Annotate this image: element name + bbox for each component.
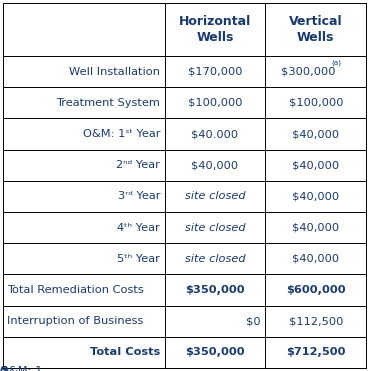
Text: 5: 5 <box>0 366 7 371</box>
Text: Vertical
Wells: Vertical Wells <box>289 15 342 44</box>
Text: Interruption of Business: Interruption of Business <box>7 316 144 326</box>
Text: $40,000: $40,000 <box>192 160 239 170</box>
Text: O&M: 1ˢᵗ Year: O&M: 1ˢᵗ Year <box>83 129 160 139</box>
Text: Horizontal
Wells: Horizontal Wells <box>179 15 251 44</box>
Text: $600,000: $600,000 <box>286 285 346 295</box>
Text: Treatment System: Treatment System <box>56 98 160 108</box>
Text: Total Remediation Costs: Total Remediation Costs <box>7 285 144 295</box>
Text: $40,000: $40,000 <box>292 191 339 201</box>
Text: $712,500: $712,500 <box>286 347 345 357</box>
Text: site closed: site closed <box>185 254 245 264</box>
Text: $40.000: $40.000 <box>192 129 239 139</box>
Text: $350,000: $350,000 <box>185 347 245 357</box>
Text: (a): (a) <box>331 60 341 66</box>
Text: $40,000: $40,000 <box>292 254 339 264</box>
Text: Well Installation: Well Installation <box>69 67 160 77</box>
Text: $300,000: $300,000 <box>281 67 336 77</box>
Text: 3: 3 <box>0 366 7 371</box>
Text: 2ⁿᵈ Year: 2ⁿᵈ Year <box>116 160 160 170</box>
Text: $350,000: $350,000 <box>185 285 245 295</box>
Text: site closed: site closed <box>185 223 245 233</box>
Text: 4: 4 <box>0 366 7 371</box>
Text: $170,000: $170,000 <box>188 67 242 77</box>
Text: 4ᵗʰ Year: 4ᵗʰ Year <box>117 223 160 233</box>
Text: $0: $0 <box>246 316 261 326</box>
Text: $40,000: $40,000 <box>292 160 339 170</box>
Text: $100,000: $100,000 <box>188 98 242 108</box>
Text: $112,500: $112,500 <box>289 316 343 326</box>
Text: 2: 2 <box>0 366 7 371</box>
Text: 3ʳᵈ Year: 3ʳᵈ Year <box>118 191 160 201</box>
Text: O&M: 1: O&M: 1 <box>0 366 42 371</box>
Text: $100,000: $100,000 <box>289 98 343 108</box>
Text: $40,000: $40,000 <box>292 223 339 233</box>
Text: 5ᵗʰ Year: 5ᵗʰ Year <box>117 254 160 264</box>
Text: Total Costs: Total Costs <box>90 347 160 357</box>
Text: $40,000: $40,000 <box>292 129 339 139</box>
Text: site closed: site closed <box>185 191 245 201</box>
